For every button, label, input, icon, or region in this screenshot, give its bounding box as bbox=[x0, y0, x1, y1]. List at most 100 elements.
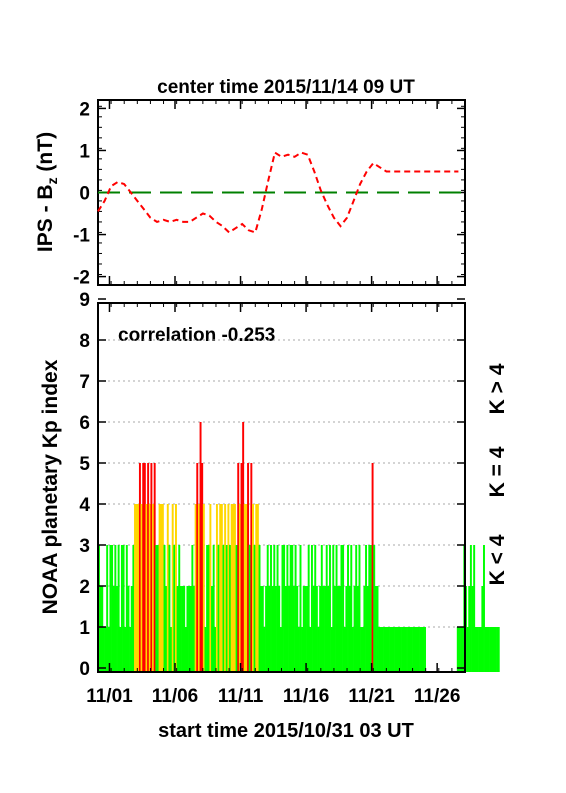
kp-bar bbox=[155, 545, 158, 672]
kp-bar bbox=[489, 627, 492, 672]
kp-bar bbox=[333, 586, 336, 672]
kp-bar bbox=[170, 627, 173, 672]
kp-bar bbox=[471, 586, 474, 672]
kp-bar bbox=[256, 504, 259, 672]
kp-bar bbox=[299, 545, 302, 672]
kp-bar bbox=[355, 545, 358, 672]
kp-bar bbox=[384, 627, 387, 672]
kp-bar bbox=[242, 422, 245, 672]
kp-bar bbox=[212, 545, 215, 672]
kp-bar bbox=[248, 545, 251, 672]
kp-bar bbox=[497, 627, 500, 672]
kp-bar bbox=[291, 545, 294, 672]
kp-bar bbox=[286, 545, 289, 672]
kp-bar bbox=[268, 586, 271, 672]
kp-bar bbox=[281, 545, 284, 672]
kp-bar bbox=[137, 504, 140, 672]
kp-bar bbox=[225, 545, 228, 672]
kp-bar bbox=[191, 545, 194, 672]
kp-bar bbox=[124, 627, 127, 672]
kp-bar bbox=[478, 627, 481, 672]
kp-bar bbox=[388, 627, 390, 672]
kp-bar bbox=[166, 504, 169, 672]
kp-bar bbox=[415, 627, 418, 672]
kp-bar bbox=[422, 627, 425, 672]
kp-ytick-label: 3 bbox=[79, 536, 90, 557]
kp-bar bbox=[194, 504, 197, 672]
kp-bar bbox=[130, 586, 133, 672]
kp-bar bbox=[238, 504, 241, 672]
kp-bar bbox=[325, 545, 328, 672]
kp-bar bbox=[348, 586, 351, 672]
kp-bar bbox=[201, 463, 204, 672]
kp-bar bbox=[391, 627, 394, 672]
kp-bar bbox=[410, 627, 413, 672]
kp-bar bbox=[389, 627, 392, 672]
kp-ytick-label: 8 bbox=[79, 331, 90, 352]
kp-bar bbox=[186, 586, 189, 672]
kp-bar bbox=[152, 504, 155, 672]
kp-bar bbox=[312, 586, 315, 672]
kp-bar bbox=[487, 627, 490, 672]
kp-bar bbox=[140, 504, 143, 672]
kp-bar bbox=[183, 586, 186, 672]
kp-bar bbox=[404, 627, 407, 672]
kp-bar bbox=[253, 545, 256, 672]
kp-bar bbox=[273, 545, 276, 672]
kp-bar bbox=[386, 627, 389, 672]
kp-bar bbox=[420, 627, 423, 672]
kp-bar bbox=[122, 545, 125, 672]
kp-bar bbox=[145, 504, 148, 672]
kp-bar bbox=[481, 586, 484, 672]
kp-bar bbox=[150, 463, 153, 672]
kp-bar bbox=[374, 586, 377, 672]
kp-bar bbox=[337, 586, 340, 672]
top-ytick-label: -2 bbox=[73, 268, 90, 289]
kp-bar bbox=[351, 627, 354, 672]
kp-bar bbox=[178, 545, 181, 672]
kp-bar bbox=[350, 545, 353, 672]
kp-bar bbox=[165, 586, 168, 672]
kp-bar bbox=[263, 627, 266, 672]
kp-bar bbox=[252, 504, 254, 672]
kp-xtick-label: 11/26 bbox=[414, 686, 461, 707]
kp-bar bbox=[406, 627, 408, 672]
ips-bz-line bbox=[97, 151, 459, 234]
kp-bar bbox=[215, 504, 218, 672]
kp-bar bbox=[255, 504, 258, 672]
kp-bar bbox=[99, 586, 102, 672]
kp-xtick-label: 11/11 bbox=[218, 686, 264, 707]
kp-bar bbox=[483, 545, 485, 672]
kp-bar bbox=[206, 545, 209, 672]
kp-bar bbox=[189, 586, 192, 672]
kp-chart-xlabel: start time 2015/10/31 03 UT bbox=[158, 720, 414, 742]
kp-bar bbox=[310, 545, 313, 672]
kp-bar bbox=[322, 586, 325, 672]
kp-bar bbox=[188, 586, 191, 672]
kp-bar bbox=[101, 586, 104, 672]
kp-bar bbox=[129, 627, 132, 672]
kp-bar bbox=[196, 463, 199, 672]
kp-bar bbox=[227, 504, 230, 672]
kp-bar bbox=[401, 627, 404, 672]
kp-bar bbox=[319, 586, 322, 672]
kp-ytick-label: 0 bbox=[79, 659, 90, 680]
kp-bar bbox=[396, 627, 399, 672]
kp-bar bbox=[119, 627, 122, 672]
kp-bar bbox=[414, 627, 417, 672]
kp-bar bbox=[289, 545, 292, 672]
kp-bar bbox=[353, 586, 356, 672]
kp-bar bbox=[156, 545, 159, 672]
kp-bar bbox=[368, 545, 371, 672]
kp-bar bbox=[371, 463, 374, 672]
kp-bar bbox=[296, 586, 299, 672]
kp-bar bbox=[143, 463, 146, 672]
kp-bar bbox=[492, 627, 495, 672]
kp-bar bbox=[214, 627, 217, 672]
kp-ytick-label: 5 bbox=[79, 454, 90, 475]
kp-ytick-label: 7 bbox=[79, 372, 90, 393]
kp-bar bbox=[229, 545, 232, 672]
kp-bar bbox=[232, 504, 235, 672]
